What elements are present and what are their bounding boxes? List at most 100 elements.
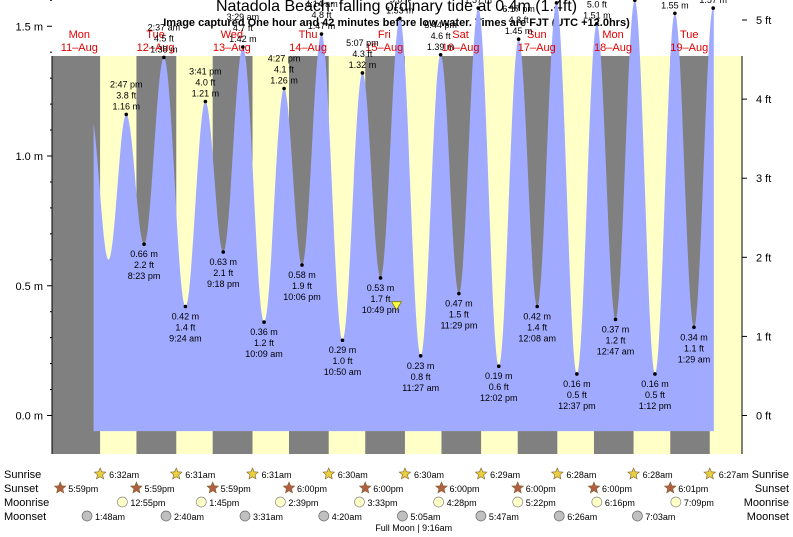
sunrise-time: 6:32am bbox=[109, 470, 139, 480]
date-label: 14–Aug bbox=[289, 42, 327, 54]
low-tide-marker bbox=[613, 317, 618, 322]
high-tide-ft: 3.8 ft bbox=[116, 90, 137, 100]
sunset-icon bbox=[358, 481, 372, 494]
low-tide-marker bbox=[496, 364, 501, 368]
row-label-right: Moonrise bbox=[744, 497, 789, 509]
high-tide-ft: 4.6 ft bbox=[431, 31, 452, 41]
high-tide-ft: 5.0 ft bbox=[390, 0, 411, 4]
sunrise-time: 6:31am bbox=[262, 470, 292, 480]
high-tide-ft: 5.0 ft bbox=[587, 0, 608, 10]
date-label: 17–Aug bbox=[518, 42, 556, 54]
high-tide-ft: 4.8 ft bbox=[311, 10, 332, 20]
low-tide-ft: 1.4 ft bbox=[175, 323, 196, 333]
low-tide-m: 0.16 m bbox=[563, 379, 591, 389]
sunset-icon bbox=[282, 481, 296, 494]
sunset-time: 6:00pm bbox=[373, 484, 403, 494]
high-tide-m: 1.26 m bbox=[270, 76, 298, 86]
moonset-time: 7:03am bbox=[645, 512, 675, 522]
high-tide-m: 1.51 m bbox=[583, 11, 611, 21]
low-tide-marker bbox=[418, 354, 423, 358]
day-label: Mon bbox=[69, 29, 90, 41]
y-tick-label-ft: 1 ft bbox=[756, 331, 771, 343]
chart-subtitle: Image captured One hour and 42 minutes b… bbox=[163, 17, 630, 29]
high-tide-marker bbox=[438, 52, 443, 57]
chart-title: Natadola Beach: falling ordinary tide at… bbox=[215, 0, 578, 15]
daylight-band bbox=[709, 56, 742, 454]
high-tide-m: 1.32 m bbox=[349, 60, 377, 70]
low-tide-ft: 0.5 ft bbox=[645, 390, 666, 400]
high-tide-m: 1.47 m bbox=[308, 21, 336, 31]
date-label: 12–Aug bbox=[137, 42, 175, 54]
low-tide-ft: 1.7 ft bbox=[371, 294, 392, 304]
high-tide-marker bbox=[282, 86, 286, 91]
moonrise-time: 6:16pm bbox=[605, 498, 635, 508]
date-label: 18–Aug bbox=[594, 42, 632, 54]
sunset-time: 6:01pm bbox=[678, 484, 708, 494]
row-label-right: Moonset bbox=[747, 511, 789, 523]
moonrise-icon bbox=[512, 496, 524, 508]
moonrise-icon bbox=[591, 496, 603, 508]
low-tide-ft: 0.6 ft bbox=[489, 382, 510, 392]
date-label: 16–Aug bbox=[442, 42, 480, 54]
low-tide-m: 0.53 m bbox=[367, 283, 395, 293]
current-tide-marker bbox=[390, 301, 403, 311]
high-tide-ft: 4.0 ft bbox=[195, 78, 216, 88]
high-tide-m: 1.45 m bbox=[505, 26, 533, 36]
y-tick-label-m: 0.5 m bbox=[15, 281, 43, 293]
high-tide-m: 1.39 m bbox=[427, 42, 455, 52]
low-tide-ft: 0.8 ft bbox=[411, 372, 432, 382]
moonrise-icon bbox=[195, 496, 207, 508]
high-tide-ft: 4.5 ft bbox=[154, 33, 175, 43]
high-tide-ft: 4.3 ft bbox=[352, 49, 373, 59]
y-tick-label-ft: 4 ft bbox=[756, 94, 771, 106]
low-tide-time: 10:50 am bbox=[324, 367, 362, 377]
low-tide-ft: 1.4 ft bbox=[527, 323, 548, 333]
high-tide-m: 1.21 m bbox=[192, 89, 220, 99]
high-tide-time: 2:47 pm bbox=[110, 79, 143, 89]
low-tide-time: 11:27 am bbox=[402, 383, 439, 393]
high-tide-marker bbox=[398, 16, 402, 21]
low-tide-ft: 1.2 ft bbox=[254, 338, 275, 348]
high-tide-marker bbox=[595, 21, 599, 26]
day-label: Wed bbox=[221, 29, 243, 41]
high-tide-marker bbox=[203, 99, 208, 104]
day-label: Tue bbox=[146, 29, 165, 41]
day-label: Thu bbox=[299, 29, 318, 41]
moonrise-time: 12:55pm bbox=[130, 498, 165, 508]
low-tide-marker bbox=[340, 338, 345, 343]
y-tick-label-ft: 2 ft bbox=[756, 252, 771, 264]
day-label: Tue bbox=[680, 29, 699, 41]
high-tide-time: 2:37 am bbox=[148, 22, 181, 32]
moonset-time: 3:31am bbox=[253, 512, 283, 522]
high-tide-time: 6:17 pm bbox=[502, 4, 535, 14]
sunrise-time: 6:30am bbox=[338, 470, 368, 480]
high-tide-marker bbox=[516, 37, 521, 42]
moonrise-time: 7:09pm bbox=[684, 498, 714, 508]
moonset-icon bbox=[553, 510, 565, 522]
day-label: Fri bbox=[378, 29, 391, 41]
sunrise-icon bbox=[550, 467, 564, 480]
low-tide-m: 0.34 m bbox=[680, 332, 708, 342]
date-label: 19–Aug bbox=[670, 42, 708, 54]
sunset-icon bbox=[53, 481, 67, 494]
moonrise-icon bbox=[274, 496, 286, 508]
low-tide-ft: 1.0 ft bbox=[332, 356, 353, 366]
high-tide-time: 5:44 pm bbox=[424, 20, 457, 30]
moonset-time: 4:20am bbox=[332, 512, 362, 522]
sunset-time: 5:59pm bbox=[68, 484, 98, 494]
high-tide-time: 3:29 am bbox=[227, 12, 260, 22]
row-label-left: Sunset bbox=[4, 483, 38, 495]
low-tide-m: 0.29 m bbox=[329, 345, 357, 355]
sunset-icon bbox=[663, 481, 677, 494]
high-tide-marker bbox=[319, 32, 324, 36]
low-tide-time: 12:47 am bbox=[597, 346, 635, 356]
low-tide-marker bbox=[378, 276, 383, 280]
y-tick-label-ft: 0 ft bbox=[756, 411, 771, 423]
low-tide-time: 10:49 pm bbox=[362, 305, 400, 315]
low-tide-time: 1:12 pm bbox=[639, 401, 672, 411]
high-tide-marker bbox=[162, 55, 166, 60]
sunset-time: 6:00pm bbox=[449, 484, 479, 494]
high-tide-time: 4:27 pm bbox=[268, 54, 301, 64]
high-tide-ft: 4.1 ft bbox=[274, 65, 295, 75]
